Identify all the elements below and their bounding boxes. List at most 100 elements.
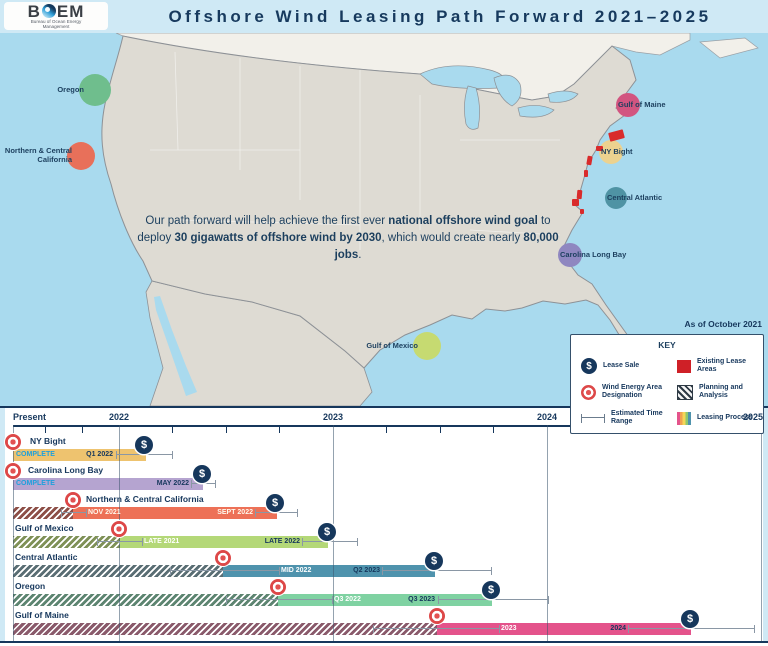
map-marker-label-gulf-of-maine: Gulf of Maine	[618, 100, 666, 109]
wea-designation-icon-oregon	[270, 579, 286, 595]
us-map: Oregon Northern & Central California Gulf o…	[0, 33, 768, 434]
sale-date-label-norcal: SEPT 2022	[217, 509, 253, 516]
planning-icon	[677, 384, 693, 400]
key-item-lease-sale: $ Lease Sale	[571, 353, 667, 379]
wea-designation-icon-norcal	[65, 492, 81, 508]
map-marker-norcal	[67, 142, 95, 170]
intro-segment: 80,000 jobs	[334, 232, 559, 261]
axis-minor-tick	[45, 425, 46, 433]
map-marker-label-oregon: Oregon	[57, 85, 84, 94]
start-date-label-gulf-of-maine: 2023	[501, 625, 517, 632]
key-item-label: Planning and Analysis	[699, 384, 743, 399]
intro-text: Our path forward will help achieve the f…	[128, 213, 568, 264]
timeline-panel: Present 2022 2023 2024 2025 NY Bight COMPLETE Q…	[0, 408, 768, 641]
lease-area-patch	[596, 146, 603, 151]
map-marker-label-central-atlantic: Central Atlantic	[607, 193, 663, 202]
map-marker-gulf-of-maine	[616, 93, 640, 117]
key-columns: $ Lease Sale Wind Energy Area Designation E…	[571, 353, 763, 431]
boem-logo-subtitle: Bureau of Ocean Energy Management	[30, 18, 82, 29]
header: B EM Bureau of Ocean Energy Management Of…	[0, 0, 768, 33]
lease-area-patch	[580, 209, 584, 214]
key-column: Existing Lease Areas Planning and Analysi…	[667, 353, 763, 431]
axis-minor-tick	[493, 425, 494, 433]
axis-label-present: Present	[13, 412, 47, 422]
intro-segment: to deploy	[137, 215, 551, 244]
key-item-label: Estimated Time Range	[611, 410, 663, 425]
timeline-left-edge	[0, 408, 5, 641]
planning-bar-gulf-of-mexico	[13, 536, 120, 548]
wea-designation-icon-gulf-of-maine	[429, 608, 445, 624]
lease-sale-icon-gulf-of-mexico: $	[318, 523, 336, 541]
timeline-top-border	[0, 406, 768, 408]
time-range-sale-ny-bight	[116, 451, 173, 459]
status-complete-ny-bight: COMPLETE	[16, 451, 55, 458]
time-range-designation-central-atlantic	[170, 567, 280, 575]
map-marker-oregon	[79, 74, 111, 106]
wea-designation-icon-gulf-of-mexico	[111, 521, 127, 537]
lease-sale-icon-oregon: $	[482, 581, 500, 599]
row-label-gulf-of-maine: Gulf of Maine	[15, 610, 69, 620]
start-date-label-norcal: NOV 2021	[88, 509, 121, 516]
time-range-designation-oregon	[226, 596, 333, 604]
map-marker-central-atlantic	[605, 187, 627, 209]
leasing-bar-carolina-long-bay	[13, 478, 203, 490]
map-marker-carolina-long-bay	[558, 243, 582, 267]
leasing-bar-gulf-of-maine	[437, 623, 691, 635]
map-marker-label-gulf-of-mexico: Gulf of Mexico	[366, 341, 418, 350]
lease-sale-icon-central-atlantic: $	[425, 552, 443, 570]
axis-minor-tick	[386, 425, 387, 433]
lease-sale-icon-norcal: $	[266, 494, 284, 512]
sale-date-label-carolina-long-bay: MAY 2022	[156, 480, 189, 487]
wea-designation-icon-carolina-long-bay	[5, 463, 21, 479]
intro-segment: 30 gigawatts of offshore wind by 2030	[174, 232, 382, 244]
year-gridline-2024	[547, 425, 548, 641]
lease-sale-icon-carolina-long-bay: $	[193, 465, 211, 483]
sale-date-label-gulf-of-maine: 2024	[610, 625, 626, 632]
key-item-planning: Planning and Analysis	[667, 379, 763, 405]
page-title: Offshore Wind Leasing Path Forward 2021–…	[168, 6, 712, 26]
row-label-gulf-of-mexico: Gulf of Mexico	[15, 523, 74, 533]
row-label-oregon: Oregon	[15, 581, 46, 591]
time-range-designation-gulf-of-mexico	[97, 538, 143, 546]
key-item-label: Leasing Process	[697, 414, 753, 421]
sale-date-label-gulf-of-mexico: LATE 2022	[264, 538, 300, 545]
axis-label-2022: 2022	[108, 412, 130, 422]
time-range-sale-oregon	[438, 596, 549, 604]
sale-date-label-oregon: Q3 2023	[408, 596, 435, 603]
time-range-designation-norcal	[61, 509, 87, 517]
time-range-sale-norcal	[255, 509, 298, 517]
existing-icon	[677, 359, 691, 373]
wea-designation-icon-central-atlantic	[215, 550, 231, 566]
map-marker-ny-bight	[599, 140, 623, 164]
time-range-sale-gulf-of-maine	[628, 625, 755, 633]
time-range-designation-gulf-of-maine	[373, 625, 500, 633]
timeline-bottom-border	[0, 641, 768, 643]
key-title: KEY	[658, 340, 676, 350]
row-label-central-atlantic: Central Atlantic	[15, 552, 78, 562]
timeline-axis	[13, 425, 761, 427]
wea-icon	[581, 384, 596, 400]
axis-minor-tick	[172, 425, 173, 433]
range-icon	[581, 413, 605, 423]
map-marker-label-ny-bight: NY Bight	[601, 147, 633, 156]
row-label-norcal: Northern & Central California	[86, 494, 204, 504]
start-date-label-central-atlantic: MID 2022	[281, 567, 312, 574]
map-marker-label-carolina-long-bay: Carolina Long Bay	[560, 250, 627, 259]
process-icon	[677, 411, 691, 425]
start-date-label-gulf-of-mexico: LATE 2021	[144, 538, 180, 545]
key-item-label: Existing Lease Areas	[697, 358, 747, 373]
axis-label-2025: 2025	[742, 412, 763, 422]
time-range-sale-central-atlantic	[382, 567, 492, 575]
time-range-sale-gulf-of-mexico	[302, 538, 358, 546]
lease-area-patch	[584, 170, 588, 177]
sale-date-label-central-atlantic: Q2 2023	[353, 567, 380, 574]
key-item-existing: Existing Lease Areas	[667, 353, 763, 379]
axis-label-2024: 2024	[536, 412, 558, 422]
leasing-bar-gulf-of-mexico	[120, 536, 328, 548]
boem-logo-o-icon	[41, 4, 56, 18]
lease-sale-icon-gulf-of-maine: $	[681, 610, 699, 628]
key-item-range: Estimated Time Range	[571, 405, 667, 431]
map-marker-gulf-of-mexico	[413, 332, 441, 360]
year-gridline-2025	[761, 425, 762, 641]
timeline-right-edge	[763, 408, 768, 641]
